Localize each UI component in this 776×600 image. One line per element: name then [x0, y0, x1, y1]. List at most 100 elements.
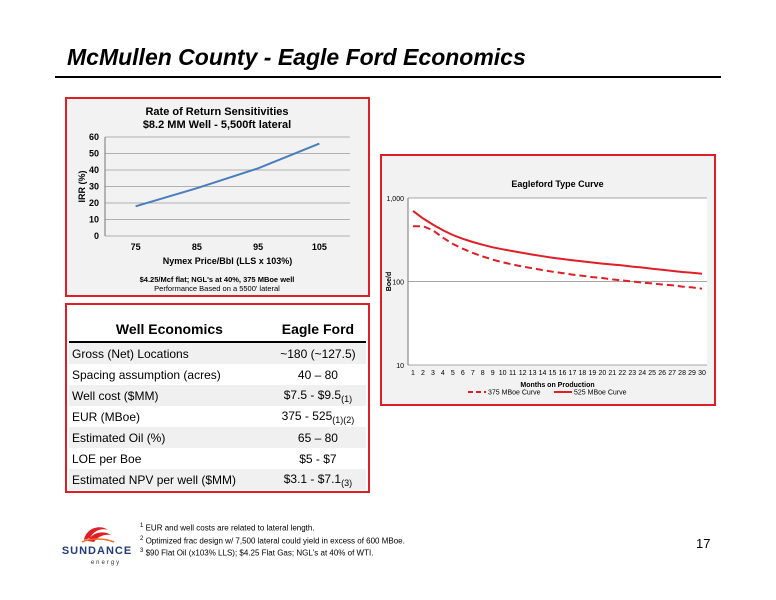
row-value: 65 – 80 [297, 430, 338, 445]
irr-y-axis-label: IRR (%) [77, 171, 87, 203]
row-value: 40 – 80 [297, 367, 338, 382]
page-title: McMullen County - Eagle Ford Economics [67, 44, 526, 70]
irr-x-tick-label: 95 [253, 242, 263, 252]
type-y-tick-label: 10 [396, 363, 404, 370]
row-value-cell: $3.1 - $7.1(3) [269, 469, 366, 490]
type-x-tick-label: 15 [549, 370, 557, 377]
type-x-tick-label: 6 [461, 370, 465, 377]
irr-note-2: Performance Based on a 5500' lateral [154, 284, 280, 293]
title-rule [55, 76, 721, 78]
footnote-mark: 1 [140, 523, 144, 529]
irr-y-tick-label: 30 [89, 182, 99, 192]
type-y-axis-label: Boe/d [386, 272, 393, 291]
row-label: Spacing assumption (acres) [72, 367, 221, 382]
type-x-tick-label: 13 [529, 370, 537, 377]
type-x-tick-label: 4 [441, 370, 445, 377]
row-value-cell: $7.5 - $9.5(1) [269, 385, 366, 406]
type-x-tick-label: 21 [608, 370, 616, 377]
sundance-logo: SUNDANCE energy [62, 527, 132, 566]
footnote-text: Optimized frac design w/ 7,500 lateral c… [145, 536, 405, 546]
type-x-tick-label: 27 [668, 370, 676, 377]
footnotes: 1 EUR and well costs are related to late… [140, 521, 405, 559]
irr-series-line [135, 142, 320, 208]
irr-y-tick-label: 40 [89, 165, 99, 175]
type-x-tick-label: 19 [588, 370, 596, 377]
series-525-mboe-line [412, 210, 703, 275]
row-label: Estimated NPV per well ($MM) [69, 469, 270, 490]
type-x-tick-label: 25 [648, 370, 656, 377]
type-y-tick-label: 100 [392, 280, 404, 287]
irr-chart-panel: Rate of Return Sensitivities $8.2 MM Well… [65, 97, 370, 297]
table-row: Spacing assumption (acres) 40 – 80 [69, 364, 366, 385]
footnote-mark: 2 [140, 535, 144, 542]
irr-chart-title: Rate of Return Sensitivities [145, 106, 288, 118]
irr-x-axis-label: Nymex Price/Bbl (LLS x 103%) [163, 256, 293, 266]
type-curve-panel: Eagleford Type Curve 10 100 1,000 1 2 3 4 5 6 7 8 9 1… [380, 154, 716, 406]
row-value: $5 - $7 [299, 451, 337, 466]
irr-x-tick-label: 75 [131, 242, 141, 252]
irr-chart-subtitle: $8.2 MM Well - 5,500ft lateral [143, 119, 291, 131]
row-value: 375 - 525 [281, 408, 333, 423]
table-row: Well cost ($MM) $7.5 - $9.5(1) [69, 385, 366, 406]
irr-x-tick-label: 105 [312, 242, 327, 252]
irr-y-tick-label: 20 [89, 198, 99, 208]
header-well-economics: Well Economics [69, 317, 270, 343]
type-x-tick-label: 29 [688, 370, 696, 377]
row-label: Well cost ($MM) [69, 385, 270, 406]
type-x-tick-label: 2 [421, 370, 425, 377]
type-x-tick-label: 9 [491, 370, 495, 377]
table-row: EUR (MBoe) 375 - 525(1)(2) [69, 406, 366, 427]
type-x-tick-label: 16 [559, 370, 567, 377]
footnote: 1 EUR and well costs are related to late… [140, 521, 405, 534]
irr-note-1: $4.25/Mcf flat; NGL's at 40%, 375 MBoe w… [140, 275, 295, 284]
irr-y-tick-label: 50 [89, 149, 99, 159]
irr-chart: Rate of Return Sensitivities$8.2 MM Well… [77, 106, 350, 293]
irr-y-tick-label: 60 [89, 132, 99, 142]
legend-375-label: 375 MBoe Curve [488, 390, 541, 397]
type-x-tick-label: 12 [519, 370, 527, 377]
row-value-cell: ~180 (~127.5) [269, 342, 366, 364]
type-x-tick-label: 20 [598, 370, 606, 377]
type-x-axis-label: Months on Production [520, 382, 594, 389]
page-number: 17 [696, 536, 711, 551]
well-economics-panel: Well Economics Eagle Ford Gross (Net) Lo… [65, 303, 370, 493]
legend-525-label: 525 MBoe Curve [574, 390, 627, 397]
type-x-tick-label: 5 [451, 370, 455, 377]
type-x-tick-label: 14 [539, 370, 547, 377]
type-x-tick-label: 22 [618, 370, 626, 377]
type-x-tick-label: 26 [658, 370, 666, 377]
logo-wordmark: SUNDANCE [62, 545, 132, 557]
table-header-row: Well Economics Eagle Ford [69, 317, 366, 343]
type-x-tick-label: 23 [628, 370, 636, 377]
row-value-cell: $5 - $7 [270, 448, 366, 469]
row-label: LOE per Boe [72, 451, 142, 466]
row-value: ~180 (~127.5) [280, 346, 356, 361]
table-row: Estimated Oil (%) 65 – 80 [69, 427, 366, 448]
row-value: $3.1 - $7.1 [283, 471, 342, 486]
footnote-ref: (1)(2) [332, 414, 355, 425]
type-x-tick-label: 8 [481, 370, 485, 377]
row-value-cell: 65 – 80 [269, 427, 366, 448]
type-x-tick-label: 30 [698, 370, 706, 377]
type-x-tick-label: 10 [499, 370, 507, 377]
well-economics-table: Well Economics Eagle Ford Gross (Net) Lo… [69, 317, 366, 490]
footnote: 3 $90 Flat Oil (x103% LLS); $4.25 Flat G… [140, 546, 405, 559]
footnote-text: EUR and well costs are related to latera… [145, 523, 315, 533]
logo-subtext: energy [91, 560, 121, 566]
type-x-tick-label: 17 [569, 370, 577, 377]
type-y-tick-label: 1,000 [386, 196, 404, 203]
row-label: Gross (Net) Locations [69, 342, 270, 364]
type-x-tick-label: 11 [509, 370, 516, 377]
type-x-tick-label: 24 [638, 370, 646, 377]
type-chart-title: Eagleford Type Curve [511, 179, 603, 189]
type-x-tick-label: 1 [411, 370, 415, 377]
row-label: Estimated Oil (%) [69, 427, 270, 448]
row-value-cell: 40 – 80 [270, 364, 366, 385]
type-x-tick-label: 3 [431, 370, 435, 377]
irr-y-tick-label: 10 [89, 215, 99, 225]
footnote-ref: (3) [341, 477, 353, 488]
irr-x-tick-label: 85 [192, 242, 202, 252]
irr-y-tick-label: 0 [94, 231, 99, 241]
footnote-mark: 3 [140, 548, 144, 555]
